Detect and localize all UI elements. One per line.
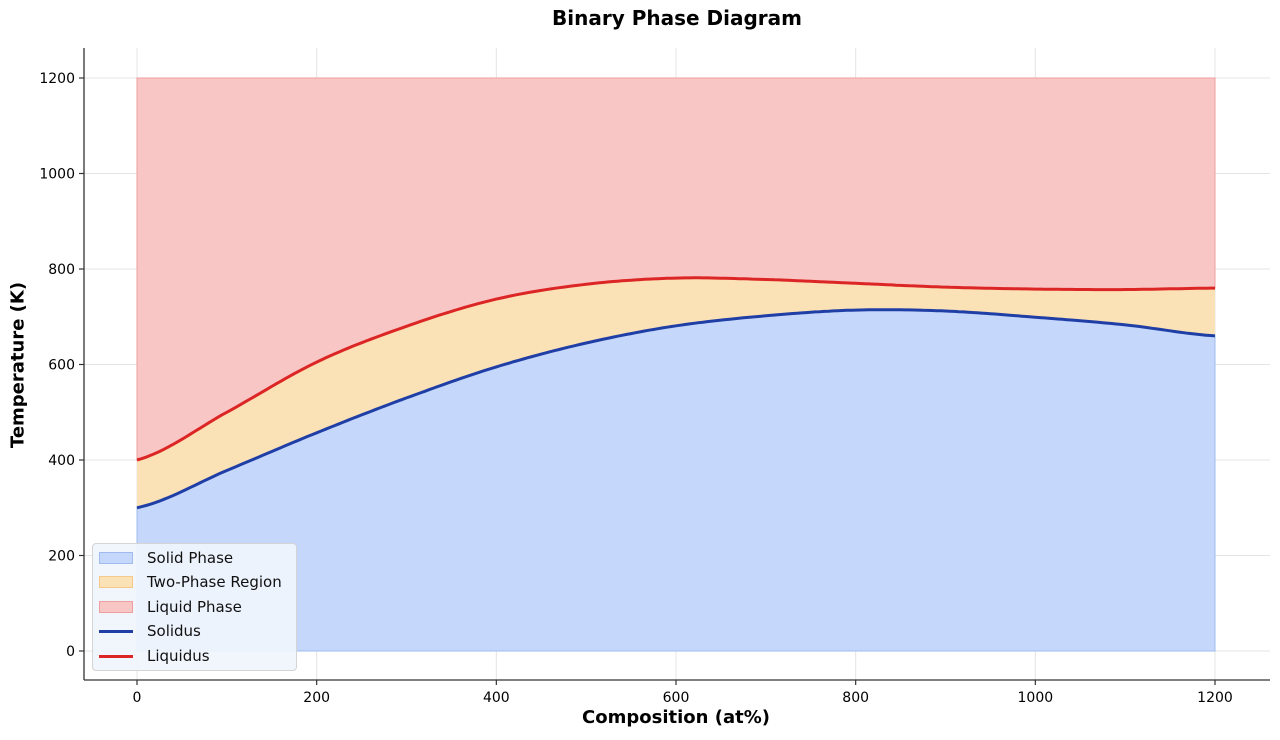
y-axis-label: Temperature (K): [7, 281, 29, 449]
y-tick-label: 1000: [39, 167, 75, 183]
x-axis-label: Composition (at%): [582, 707, 770, 728]
x-tick-label: 800: [842, 690, 869, 706]
x-tick-label: 0: [133, 690, 142, 706]
y-tick-label: 400: [48, 453, 75, 469]
legend: Solid Phase Two-Phase Region Liquid Phas…: [92, 543, 297, 671]
y-tick-label: 600: [48, 358, 75, 374]
two-phase-region-swatch: [99, 576, 133, 588]
legend-item-solidus: Solidus: [99, 619, 201, 643]
chart-title: Binary Phase Diagram: [552, 6, 802, 30]
x-tick-label: 400: [483, 690, 510, 706]
legend-item-liquidus: Liquidus: [99, 644, 210, 668]
phase-regions: [136, 77, 1216, 652]
axes: 0 200 400 600 800 1000 1200 0 200 400 600 800 1000 12…: [39, 48, 1270, 706]
x-tick-label: 200: [303, 690, 330, 706]
y-tick-label: 1200: [39, 71, 75, 87]
liquidus-line-swatch: [99, 654, 133, 658]
liquid-phase-swatch: [99, 601, 133, 613]
y-tick-label: 0: [66, 644, 75, 660]
liquidus-line: [136, 276, 1215, 462]
x-tick-label: 600: [663, 690, 690, 706]
x-tick-label: 1000: [1018, 690, 1054, 706]
legend-item-solid-phase: Solid Phase: [99, 546, 233, 570]
solid-phase-swatch: [99, 552, 133, 564]
two-phase-region: [137, 277, 1215, 508]
x-tick-label: 1200: [1197, 690, 1233, 706]
y-tick-label: 200: [48, 549, 75, 565]
solidus-line-swatch: [99, 629, 133, 633]
y-tick-label: 800: [48, 262, 75, 278]
legend-item-liquid-phase: Liquid Phase: [99, 595, 242, 619]
legend-item-two-phase-region: Two-Phase Region: [99, 570, 282, 594]
solidus-line: [136, 308, 1216, 510]
phase-boundary-lines: [136, 276, 1216, 510]
